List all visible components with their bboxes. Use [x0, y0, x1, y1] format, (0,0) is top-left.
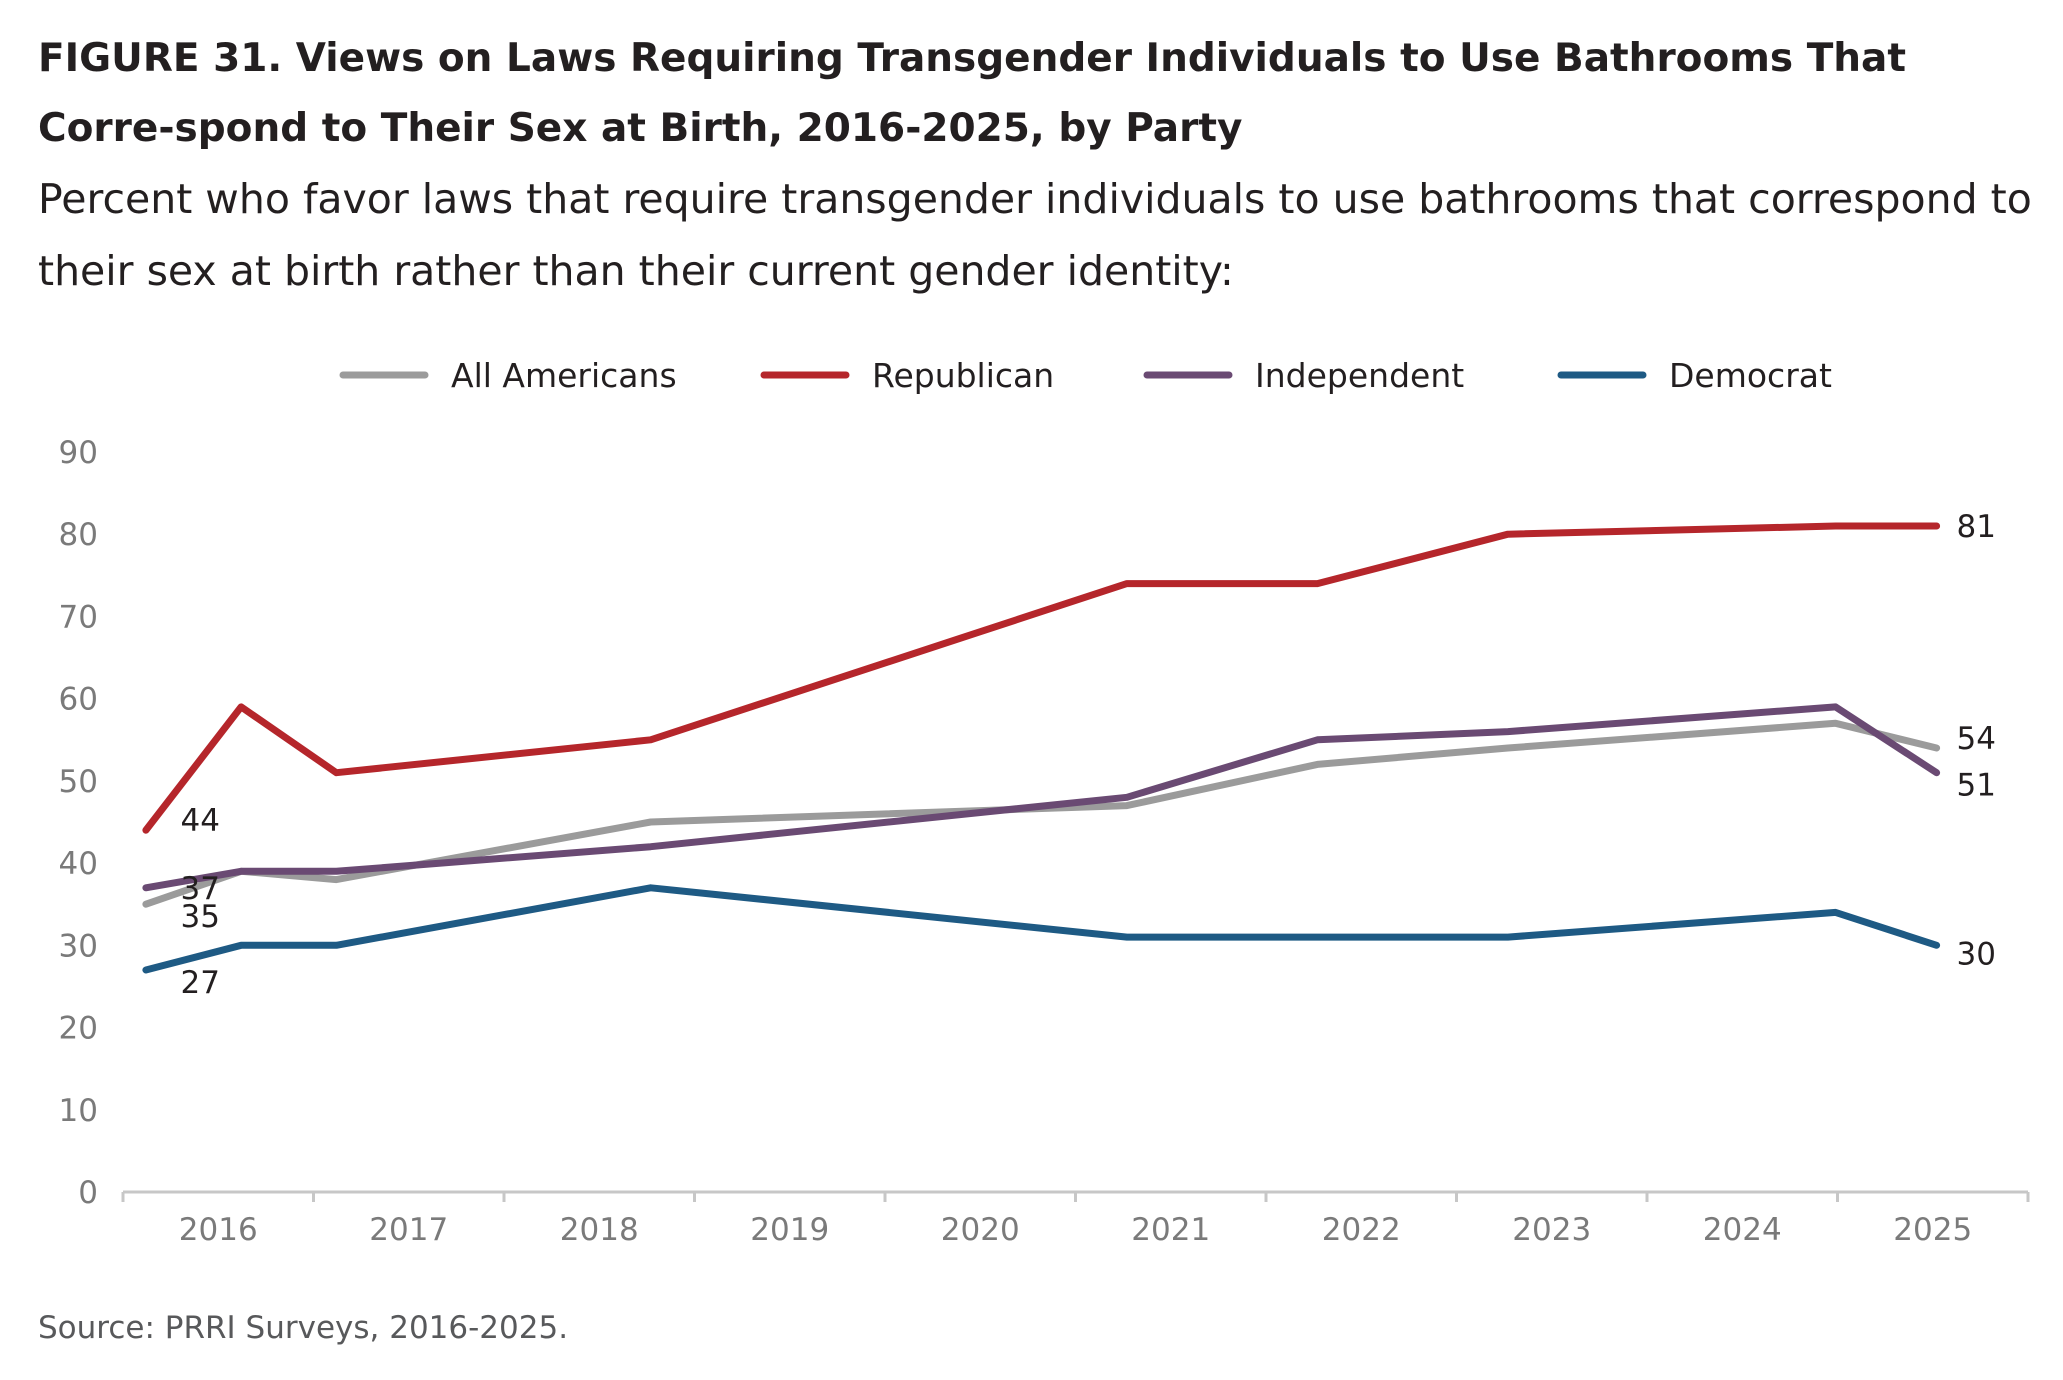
legend-label-democrat: Democrat: [1669, 356, 1832, 395]
x-tick-label: 2022: [1322, 1212, 1401, 1248]
series-line-democrat: [142, 884, 1941, 974]
x-tick-label: 2021: [1131, 1212, 1210, 1248]
legend-label-independent: Independent: [1255, 356, 1464, 395]
x-tick-label: 2025: [1893, 1212, 1972, 1248]
y-tick-label: 40: [59, 846, 98, 882]
series-line-independent: [142, 703, 1941, 892]
source-note: Source: PRRI Surveys, 2016-2025.: [38, 1310, 569, 1346]
x-tick-label: 2018: [560, 1212, 639, 1248]
value-labels: 35 54 44 81 37 51 27 30: [181, 509, 1996, 1001]
series-lines: [142, 522, 1941, 974]
series-line-all-americans: [142, 719, 1941, 908]
start-label-democrat: 27: [181, 965, 220, 1001]
end-label-independent: 51: [1957, 768, 1996, 804]
start-label-independent: 37: [181, 871, 220, 907]
y-axis: 0 10 20 30 40 50 60 70 80 90: [59, 435, 98, 1211]
end-label-all-americans: 54: [1957, 721, 1996, 757]
legend-label-republican: Republican: [872, 356, 1054, 395]
chart-title: FIGURE 31. Views on Laws Requiring Trans…: [38, 36, 1907, 151]
y-tick-label: 70: [59, 599, 98, 635]
x-axis: 2016 2017 2018 2019 2020 2021 2022 2023 2024 2025: [121, 1190, 2030, 1248]
start-label-all-americans: 35: [181, 899, 220, 935]
x-tick-label: 2017: [369, 1212, 448, 1248]
end-label-republican: 81: [1957, 509, 1996, 545]
y-tick-label: 90: [59, 435, 98, 471]
legend-label-all-americans: All Americans: [451, 356, 677, 395]
x-tick-label: 2024: [1703, 1212, 1782, 1248]
y-tick-label: 10: [59, 1093, 98, 1129]
series-line-republican: [142, 522, 1941, 834]
end-label-democrat: 30: [1957, 936, 1996, 972]
x-tick-label: 2019: [750, 1212, 829, 1248]
line-chart: All Americans Republican Independent Democr…: [59, 356, 2030, 1248]
x-tick-label: 2023: [1512, 1212, 1591, 1248]
y-tick-label: 20: [59, 1011, 98, 1047]
legend: All Americans Republican Independent Democr…: [339, 356, 1832, 395]
x-tick-label: 2020: [941, 1212, 1020, 1248]
y-tick-label: 0: [78, 1175, 98, 1211]
y-tick-label: 30: [59, 928, 98, 964]
y-tick-label: 60: [59, 682, 98, 718]
x-tick-label: 2016: [179, 1212, 258, 1248]
y-tick-label: 50: [59, 764, 98, 800]
y-tick-label: 80: [59, 517, 98, 553]
start-label-republican: 44: [181, 803, 220, 839]
chart-subtitle: Percent who favor laws that require tran…: [38, 175, 2032, 295]
